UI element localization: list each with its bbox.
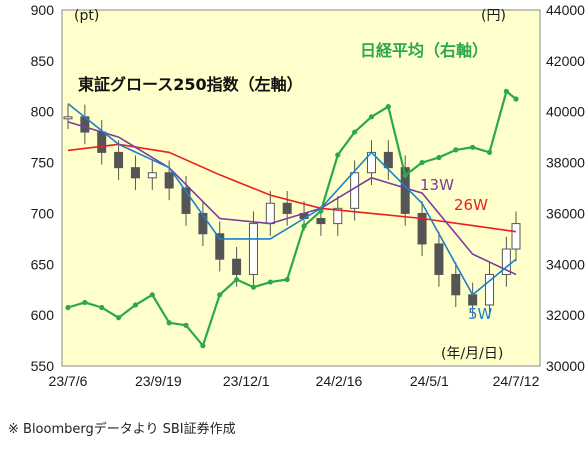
nikkei-point <box>99 304 105 311</box>
nikkei-point <box>149 292 155 298</box>
candle <box>130 167 140 179</box>
candle <box>501 248 511 275</box>
right-tick-label: 38000 <box>546 155 585 171</box>
nikkei-point <box>284 276 290 283</box>
nikkei-point <box>267 279 273 285</box>
growth-label: 東証グロース250指数（左軸） <box>78 75 303 94</box>
right-unit: (円) <box>481 8 506 24</box>
series-line-5w <box>67 102 517 297</box>
nikkei-point <box>513 96 519 102</box>
nikkei-point <box>368 114 375 120</box>
x-tick-label: 24/2/16 <box>316 373 363 389</box>
nikkei-point <box>385 104 391 110</box>
axes: 550 600 650 700 750 800 850 900 30000 32000 34000 3… <box>31 2 586 389</box>
left-tick-label: 750 <box>31 155 55 171</box>
candle <box>333 207 343 225</box>
right-tick-label: 36000 <box>546 205 585 221</box>
candle <box>248 223 258 275</box>
left-tick-label: 700 <box>31 205 55 221</box>
candle <box>198 212 208 235</box>
nikkei-point <box>352 129 358 135</box>
x-tick-label: 23/7/6 <box>49 373 88 389</box>
nikkei-point <box>503 88 509 94</box>
series-line-13w <box>67 121 517 276</box>
candle <box>114 151 124 169</box>
date-unit: (年/月/日) <box>441 346 503 362</box>
nikkei-point <box>82 299 88 306</box>
left-tick-label: 900 <box>31 2 55 18</box>
nikkei-point <box>486 149 493 155</box>
left-tick-label: 650 <box>31 256 55 272</box>
candle <box>316 218 326 225</box>
nikkei-point <box>132 302 139 308</box>
right-tick-label: 40000 <box>546 104 585 120</box>
candle <box>97 131 107 153</box>
candle <box>282 202 292 214</box>
series-line-nikkei <box>67 89 517 348</box>
right-tick-label: 34000 <box>546 256 585 272</box>
candle <box>232 258 242 275</box>
left-tick-label: 550 <box>31 358 55 374</box>
nikkei-point <box>234 276 240 283</box>
right-tick-label: 30000 <box>546 358 585 374</box>
nikkei-point <box>65 304 71 311</box>
nikkei-point <box>301 223 307 229</box>
candle <box>265 202 275 225</box>
nikkei-point <box>217 292 223 298</box>
candle <box>511 223 521 250</box>
ma26-label: 26W <box>454 196 488 214</box>
plot-border <box>61 9 541 367</box>
candle <box>215 233 225 260</box>
nikkei-point <box>200 343 206 349</box>
ma5-label: 5W <box>468 305 493 323</box>
left-tick-label: 800 <box>31 104 55 120</box>
nikkei-point <box>166 320 172 326</box>
candle <box>417 212 427 245</box>
x-tick-label: 23/9/19 <box>135 373 182 389</box>
candle <box>434 243 444 275</box>
right-tick-label: 44000 <box>546 2 585 18</box>
nikkei-point <box>402 172 408 178</box>
x-tick-label: 24/5/1 <box>410 373 449 389</box>
right-tick-label: 32000 <box>546 307 585 323</box>
candle <box>485 273 495 306</box>
ma13-label: 13W <box>420 176 454 194</box>
candle <box>164 172 174 189</box>
nikkei-point <box>419 159 425 166</box>
nikkei-point <box>250 284 257 290</box>
left-tick-label: 600 <box>31 307 55 323</box>
candle <box>181 187 191 214</box>
series-line-26w <box>67 143 517 233</box>
nikkei-point <box>453 147 459 153</box>
footnote: ※ Bloombergデータより SBI証券作成 <box>8 422 236 437</box>
nikkei-point <box>115 315 122 321</box>
candle <box>468 294 478 306</box>
line-series <box>65 88 519 349</box>
left-tick-label: 850 <box>31 53 55 69</box>
nikkei-point <box>470 144 476 150</box>
candle <box>451 273 461 296</box>
plot-area <box>62 10 540 366</box>
candle-series <box>63 104 521 318</box>
nikkei-label: 日経平均（右軸） <box>360 41 488 60</box>
x-tick-label: 23/12/1 <box>223 373 270 389</box>
x-tick-label: 24/7/12 <box>493 373 540 389</box>
nikkei-point <box>436 154 442 161</box>
candle <box>147 172 157 179</box>
candle <box>383 151 393 169</box>
nikkei-point <box>335 152 341 158</box>
left-unit: (pt) <box>74 8 99 24</box>
right-tick-label: 42000 <box>546 53 585 69</box>
nikkei-point <box>183 322 189 328</box>
candle <box>63 116 73 120</box>
